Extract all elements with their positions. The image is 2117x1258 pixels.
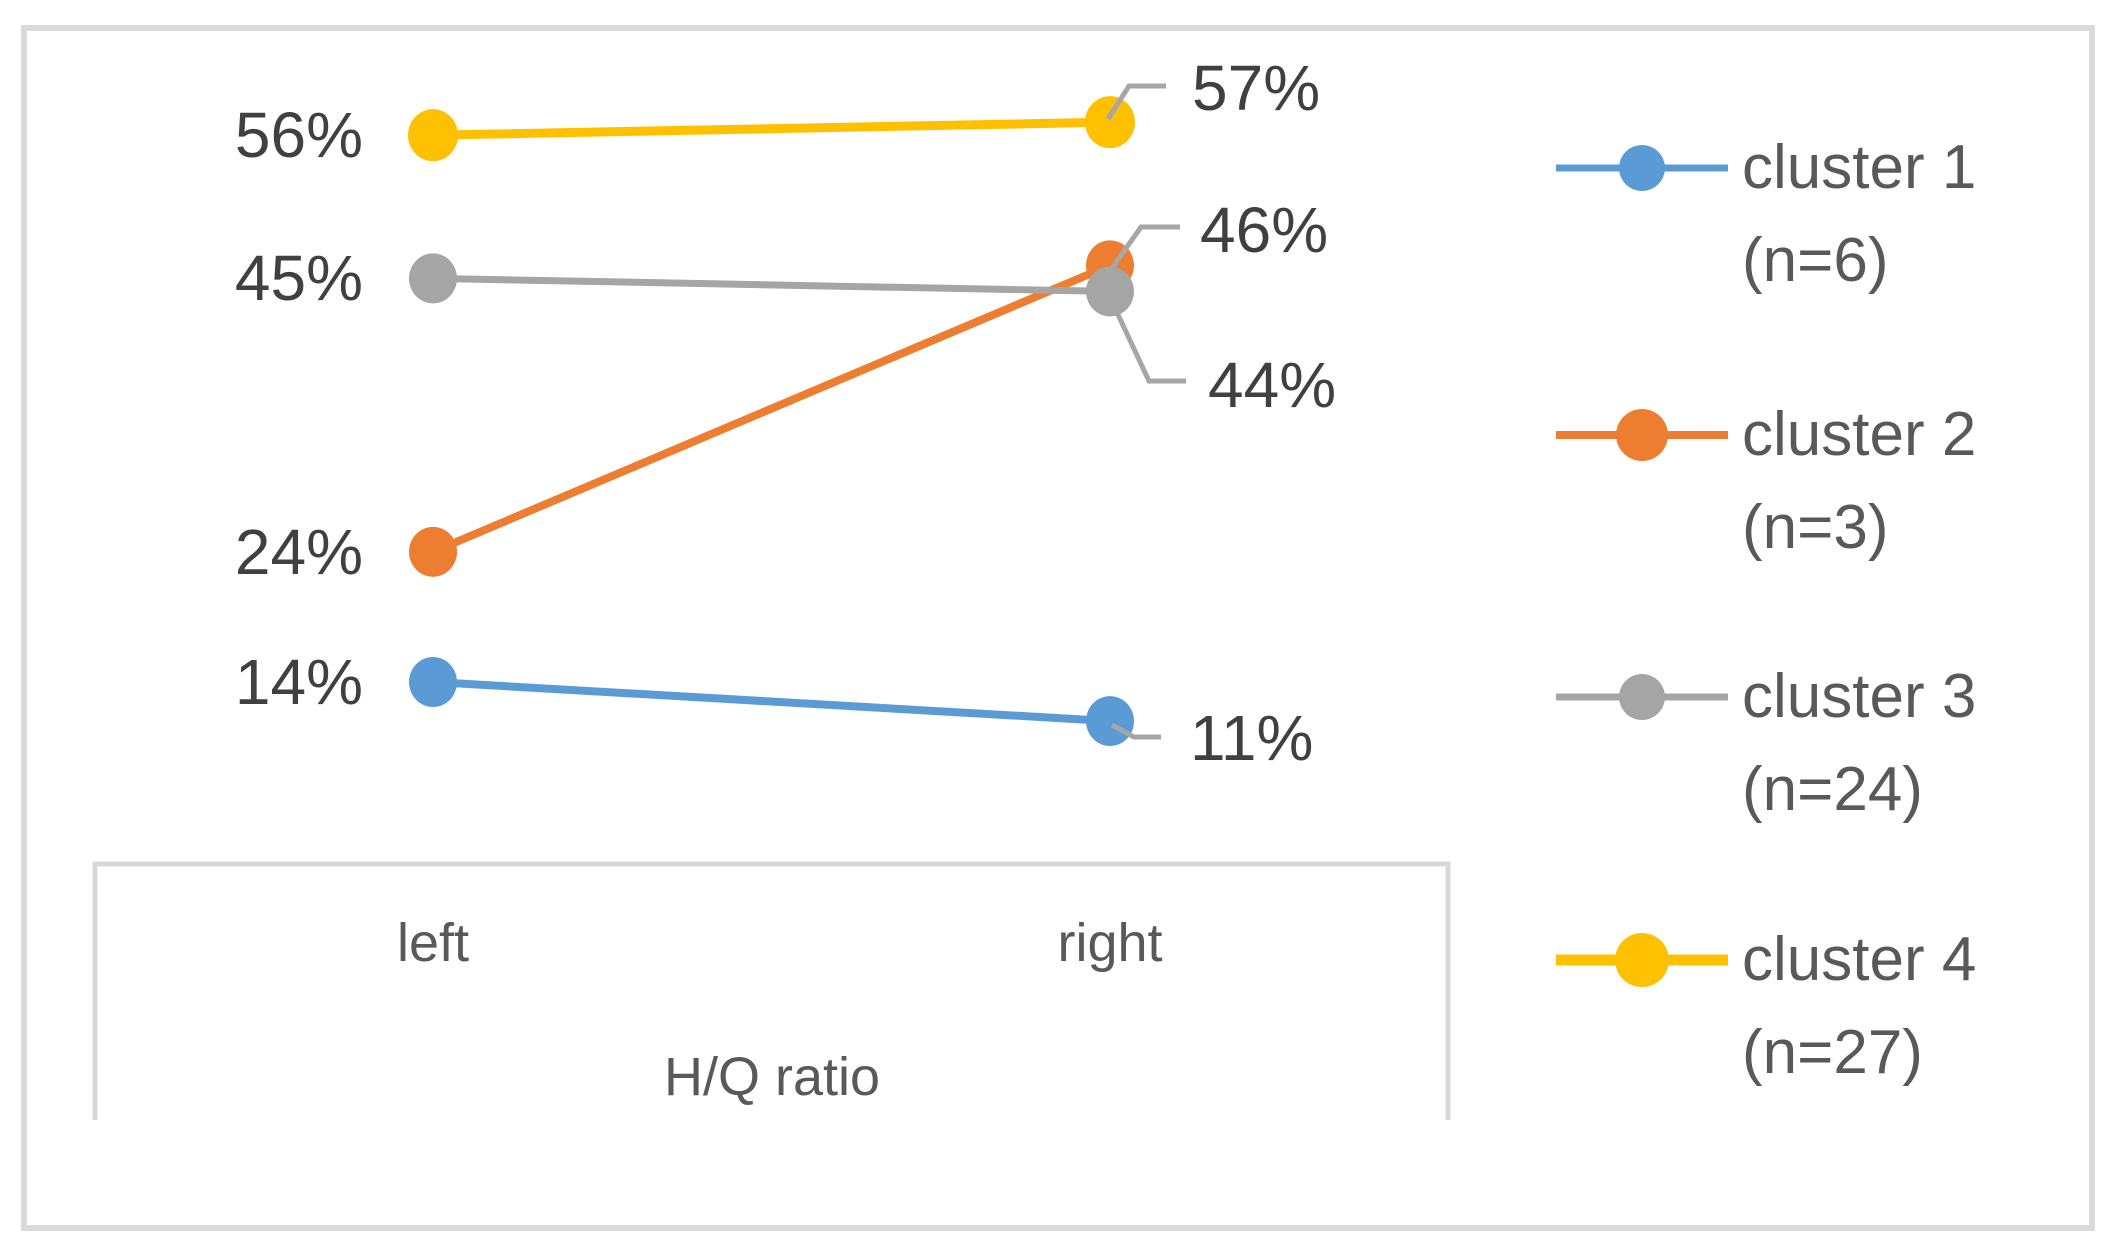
legend-label-name: cluster 4 bbox=[1742, 925, 1977, 994]
legend-label-n: (n=27) bbox=[1742, 1018, 1923, 1087]
legend-label-name: cluster 1 bbox=[1742, 133, 1977, 202]
legend-label-name: cluster 2 bbox=[1742, 400, 1977, 469]
x-axis-box bbox=[92, 861, 1451, 1120]
data-label-cluster-4-left: 56% bbox=[234, 99, 363, 172]
data-label-cluster-1-right: 11% bbox=[1190, 702, 1314, 774]
data-label-cluster-3-right: 44% bbox=[1208, 349, 1337, 421]
x-axis-category-right: right bbox=[1057, 913, 1163, 973]
legend-item-cluster-2: cluster 2 (n=3) bbox=[1556, 388, 1976, 574]
legend-label-name: cluster 3 bbox=[1742, 662, 1977, 731]
legend-label-cluster-2: cluster 2 (n=3) bbox=[1742, 388, 1976, 574]
chart-outer-border bbox=[21, 25, 2095, 1231]
legend-item-cluster-3: cluster 3 (n=24) bbox=[1556, 650, 1976, 836]
leader-line-cluster-2 bbox=[1107, 224, 1180, 273]
data-label-cluster-2-left: 24% bbox=[234, 515, 363, 588]
legend-key-cluster-4 bbox=[1556, 933, 1728, 987]
legend-key-cluster-1 bbox=[1556, 145, 1728, 191]
marker-cluster-3-right bbox=[1086, 266, 1134, 317]
data-label-cluster-3-left: 45% bbox=[234, 242, 363, 315]
legend-item-cluster-4: cluster 4 (n=27) bbox=[1556, 913, 1976, 1099]
marker-cluster-4-left bbox=[408, 109, 458, 162]
marker-cluster-2-left bbox=[409, 526, 457, 577]
marker-cluster-1-right bbox=[1086, 696, 1134, 747]
data-label-cluster-2-right: 46% bbox=[1200, 194, 1329, 266]
series-line-cluster-2 bbox=[431, 261, 1112, 556]
leader-line-cluster-1 bbox=[1110, 722, 1161, 740]
marker-cluster-4-right bbox=[1085, 96, 1135, 149]
legend-key-marker-cluster-3 bbox=[1619, 674, 1665, 720]
series-line-cluster-3 bbox=[432, 274, 1111, 295]
legend-item-cluster-1: cluster 1 (n=6) bbox=[1556, 121, 1976, 307]
legend-key-cluster-2 bbox=[1556, 409, 1728, 461]
data-label-cluster-4-right: 57% bbox=[1192, 52, 1321, 124]
data-label-cluster-1-left: 14% bbox=[234, 646, 363, 719]
legend-key-marker-cluster-2 bbox=[1616, 409, 1668, 461]
leader-line-cluster-3 bbox=[1111, 304, 1186, 384]
marker-cluster-1-left bbox=[409, 657, 457, 708]
legend-label-n: (n=3) bbox=[1742, 493, 1889, 562]
legend-label-cluster-4: cluster 4 (n=27) bbox=[1742, 913, 1976, 1099]
x-axis-title: H/Q ratio bbox=[663, 1047, 881, 1107]
legend-label-cluster-1: cluster 1 (n=6) bbox=[1742, 121, 1976, 307]
leader-line-cluster-4 bbox=[1105, 83, 1166, 121]
series-line-cluster-4 bbox=[432, 117, 1111, 140]
marker-cluster-3-left bbox=[409, 253, 457, 304]
series-line-cluster-1 bbox=[432, 678, 1111, 726]
legend-key-marker-cluster-4 bbox=[1615, 933, 1669, 987]
x-axis-category-left: left bbox=[396, 913, 470, 973]
legend-label-n: (n=24) bbox=[1742, 755, 1923, 824]
legend-label-cluster-3: cluster 3 (n=24) bbox=[1742, 650, 1976, 836]
legend-label-n: (n=6) bbox=[1742, 226, 1889, 295]
legend-key-marker-cluster-1 bbox=[1619, 145, 1665, 191]
legend-key-cluster-3 bbox=[1556, 674, 1728, 720]
